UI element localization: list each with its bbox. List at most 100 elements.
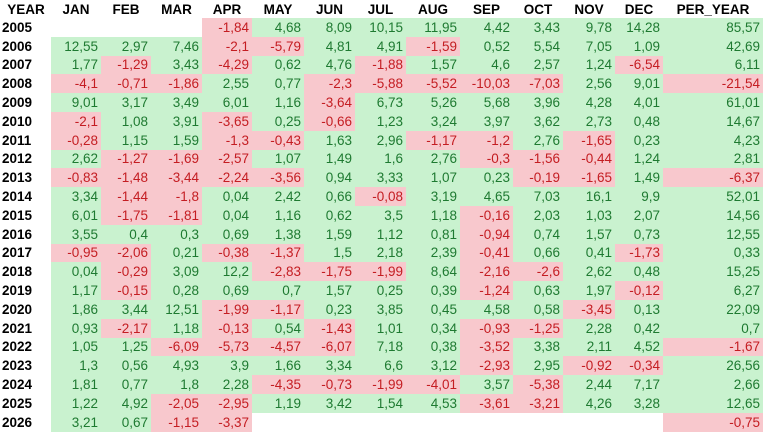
monthly-return-cell: 4,65: [460, 187, 513, 206]
monthly-return-cell: -1,59: [406, 36, 460, 56]
monthly-return-cell: -6,09: [151, 337, 202, 357]
monthly-return-cell: 3,09: [151, 262, 202, 282]
yearly-return-cell: 4,23: [663, 130, 763, 150]
yearly-return-cell: 14,67: [663, 111, 763, 131]
monthly-return-cell: 6,73: [355, 93, 406, 112]
monthly-return-cell: 0,73: [615, 224, 663, 244]
monthly-return-cell: 1,01: [355, 318, 406, 338]
monthly-return-cell: -1,17: [406, 130, 460, 150]
yearly-return-cell: -1,67: [663, 337, 763, 357]
monthly-return-cell: -1,69: [151, 149, 202, 169]
monthly-return-cell: 1,3: [51, 356, 101, 376]
monthly-return-cell: -1,75: [101, 205, 151, 225]
monthly-return-cell: -5,52: [406, 74, 460, 94]
monthly-return-cell: 12,55: [51, 36, 101, 56]
monthly-return-cell: 6,01: [202, 93, 252, 112]
year-cell: 2023: [2, 358, 33, 374]
monthly-return-cell: 1,49: [304, 149, 355, 169]
year-cell: 2021: [2, 320, 33, 336]
monthly-return-cell: -2,6: [513, 262, 563, 282]
monthly-return-cell: 1,54: [355, 393, 406, 413]
monthly-return-cell: 1,86: [51, 299, 101, 319]
empty-cell: [151, 18, 202, 37]
monthly-return-cell: -1,65: [563, 168, 615, 188]
monthly-return-cell: 2,44: [563, 375, 615, 394]
table-row: 2012 2,62 -1,27 -1,69 -2,57 1,07 1,49 1,6 2,76 -0…: [1, 149, 763, 169]
monthly-return-cell: 1,08: [101, 111, 151, 131]
monthly-return-cell: 4,58: [460, 299, 513, 319]
monthly-return-cell: 0,39: [406, 281, 460, 300]
monthly-return-cell: -4,1: [51, 74, 101, 94]
monthly-return-cell: -1,99: [202, 299, 252, 319]
monthly-return-cell: 0,69: [202, 224, 252, 244]
monthly-return-cell: -1,84: [202, 18, 252, 37]
monthly-return-cell: 1,25: [101, 337, 151, 357]
monthly-return-cell: -2,05: [151, 393, 202, 413]
monthly-return-cell: -1,73: [615, 243, 663, 263]
table-row: 2010 -2,1 1,08 3,91 -3,65 0,25 -0,66 1,23 3,24 3,…: [1, 111, 763, 131]
monthly-return-cell: -1,56: [513, 149, 563, 169]
empty-cell: [563, 412, 615, 432]
monthly-return-cell: 4,01: [615, 93, 663, 112]
monthly-return-cell: 3,38: [513, 337, 563, 357]
monthly-return-cell: -1,25: [513, 318, 563, 338]
empty-cell: [101, 18, 151, 37]
table-row: 2019 1,17 -0,15 0,28 0,69 0,7 1,57 0,25 0,39 -1,2…: [1, 281, 763, 300]
year-cell: 2013: [2, 170, 33, 186]
monthly-return-cell: 3,43: [151, 55, 202, 75]
empty-cell: [252, 412, 304, 432]
column-header-nov: NOV: [574, 1, 604, 17]
column-header-oct: OCT: [523, 1, 553, 17]
monthly-return-cell: -0,34: [615, 356, 663, 376]
monthly-return-cell: 2,76: [513, 130, 563, 150]
monthly-return-cell: 1,22: [51, 393, 101, 413]
monthly-return-cell: 0,62: [304, 205, 355, 225]
year-cell: 2011: [2, 132, 32, 148]
monthly-return-cell: -1,27: [101, 149, 151, 169]
monthly-return-cell: 7,03: [513, 187, 563, 206]
monthly-return-cell: -10,03: [460, 74, 513, 94]
monthly-return-cell: 4,92: [101, 393, 151, 413]
monthly-return-cell: -0,29: [101, 262, 151, 282]
monthly-return-cell: 3,91: [151, 111, 202, 131]
table-row: 2007 1,77 -1,29 3,43 -4,29 0,62 4,76 -1,88 1,57 4…: [1, 55, 763, 75]
table-row: 2015 6,01 -1,75 -1,81 0,04 1,16 0,62 3,5 1,18 -0,…: [1, 205, 763, 225]
monthly-return-cell: -0,94: [460, 224, 513, 244]
monthly-return-cell: 2,76: [406, 149, 460, 169]
monthly-return-cell: 1,59: [151, 130, 202, 150]
year-cell: 2024: [2, 377, 33, 393]
monthly-return-cell: 0,13: [615, 299, 663, 319]
table-row: 2025 1,22 4,92 -2,05 -2,95 1,19 3,42 1,54 4,53 -3…: [1, 393, 763, 413]
monthly-return-cell: -1,99: [355, 262, 406, 282]
monthly-return-cell: 1,59: [304, 224, 355, 244]
yearly-return-cell: 52,01: [663, 187, 763, 206]
monthly-return-cell: 4,91: [355, 36, 406, 56]
yearly-return-cell: 22,09: [663, 299, 763, 319]
monthly-return-cell: 2,39: [406, 243, 460, 263]
monthly-return-cell: 3,85: [355, 299, 406, 319]
year-cell: 2017: [2, 245, 33, 261]
monthly-return-cell: -0,95: [51, 243, 101, 263]
monthly-return-cell: 14,28: [615, 18, 663, 37]
monthly-return-cell: 6,6: [355, 356, 406, 376]
monthly-return-cell: 0,23: [304, 299, 355, 319]
monthly-return-cell: 2,62: [51, 149, 101, 169]
empty-cell: [513, 412, 563, 432]
table-row: 2011 -0,28 1,15 1,59 -1,3 -0,43 1,63 2,96 -1,17-…: [1, 130, 763, 150]
year-cell: 2022: [2, 339, 33, 355]
monthly-return-cell: 0,04: [202, 187, 252, 206]
monthly-return-cell: 2,55: [202, 74, 252, 94]
monthly-return-cell: -0,83: [51, 168, 101, 188]
monthly-return-cell: 1,07: [406, 168, 460, 188]
monthly-return-cell: -3,44: [151, 168, 202, 188]
monthly-return-cell: -0,71: [101, 74, 151, 94]
monthly-return-cell: 5,54: [513, 36, 563, 56]
monthly-return-cell: -1,86: [151, 74, 202, 94]
monthly-return-cell: -1,48: [101, 168, 151, 188]
monthly-return-cell: 1,81: [51, 375, 101, 394]
monthly-return-cell: 0,34: [406, 318, 460, 338]
table-body: 2005 -1,84 4,68 8,09 10,15 11,95 4,42 3,43 9,78 1…: [1, 18, 763, 432]
monthly-return-cell: -1,17: [252, 299, 304, 319]
monthly-return-cell: 1,24: [615, 149, 663, 169]
monthly-return-cell: 4,52: [615, 337, 663, 357]
